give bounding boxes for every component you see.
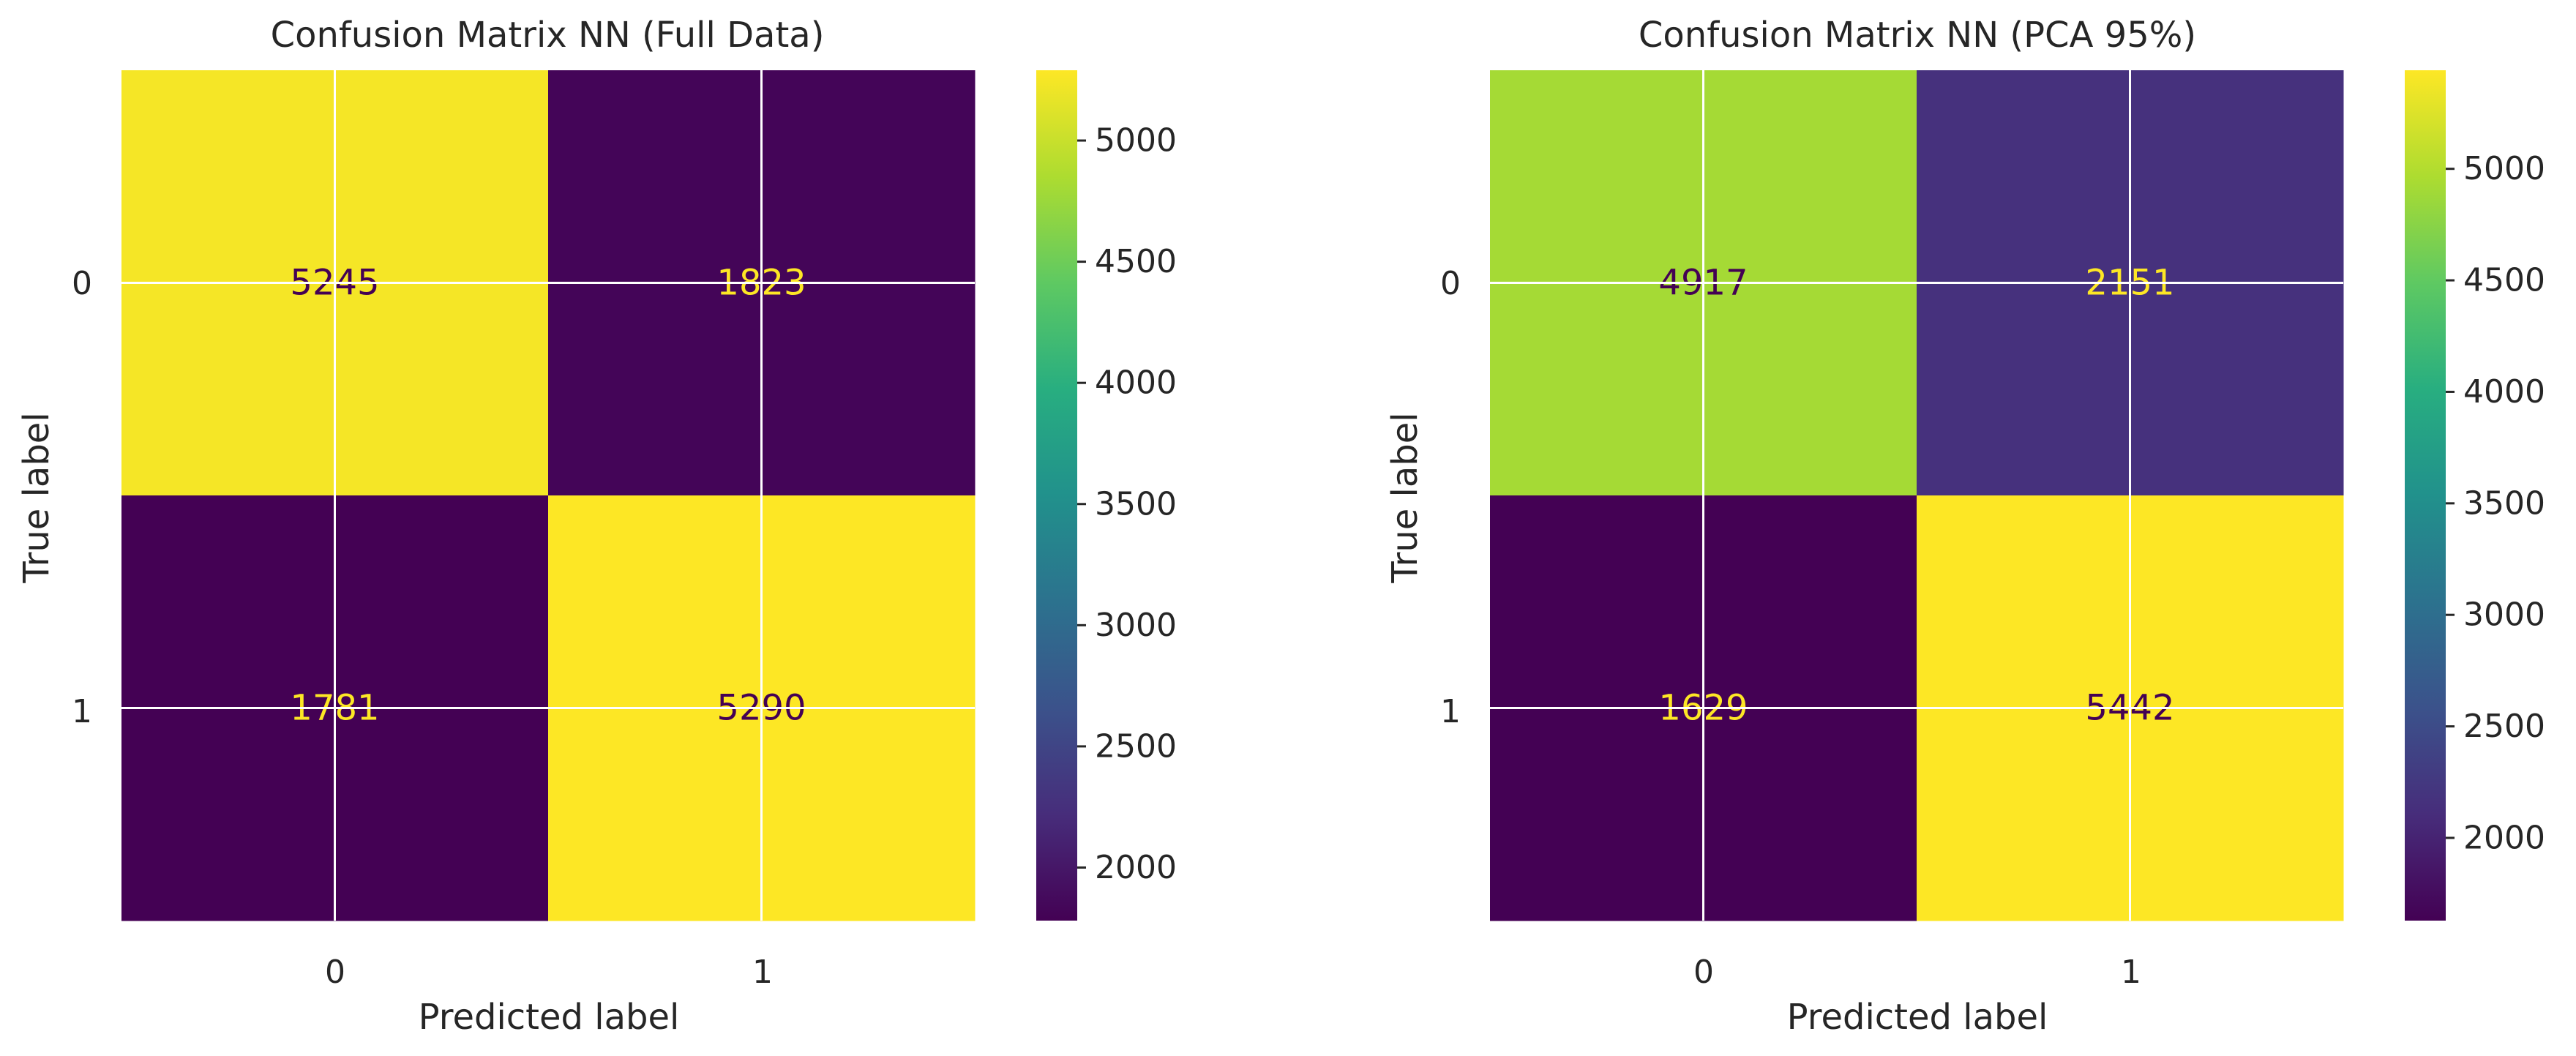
- colorbar-tick-label: 3000: [1095, 607, 1177, 644]
- colorbar-tick-label: 5000: [1095, 122, 1177, 160]
- y-tick-label-0: 0: [72, 265, 92, 302]
- chart-title: Confusion Matrix NN (Full Data): [271, 15, 825, 56]
- colorbar: [1036, 70, 1077, 921]
- colorbar-tick-label: 3000: [2463, 596, 2545, 634]
- colorbar-tick-label: 3500: [1095, 485, 1177, 523]
- y-axis-label: True label: [1385, 412, 1426, 583]
- x-axis-label: Predicted label: [419, 997, 680, 1038]
- colorbar-tick-label: 4000: [1095, 364, 1177, 402]
- y-tick-label-0: 0: [1440, 265, 1461, 302]
- chart-title: Confusion Matrix NN (PCA 95%): [1639, 15, 2196, 56]
- colorbar-tick-label: 5000: [2463, 150, 2545, 187]
- x-tick-label-1: 1: [752, 954, 773, 991]
- colorbar-tick-label: 2000: [1095, 849, 1177, 886]
- colorbar-tick-label: 4000: [2463, 373, 2545, 411]
- x-axis-label: Predicted label: [1787, 997, 2048, 1038]
- x-tick-label-1: 1: [2121, 954, 2141, 991]
- colorbar-tick-label: 2000: [2463, 819, 2545, 856]
- x-tick-label-0: 0: [1693, 954, 1714, 991]
- y-axis-label: True label: [16, 412, 57, 583]
- colorbar-tick-label: 2500: [2463, 708, 2545, 745]
- colorbar: [2405, 70, 2446, 921]
- y-tick-label-1: 1: [72, 693, 92, 730]
- colorbar-tick-label: 3500: [2463, 484, 2545, 522]
- colorbar-tick-label: 2500: [1095, 727, 1177, 765]
- chart-pca-95: Confusion Matrix NN (PCA 95%) 4917215116…: [1385, 15, 2545, 1038]
- colorbar-tick-label: 4500: [2463, 262, 2545, 299]
- colorbar-tick-label: 4500: [1095, 243, 1177, 280]
- chart-full-data: Confusion Matrix NN (Full Data) 52451823…: [16, 15, 1177, 1038]
- y-tick-label-1: 1: [1440, 693, 1461, 730]
- x-tick-label-0: 0: [325, 954, 345, 991]
